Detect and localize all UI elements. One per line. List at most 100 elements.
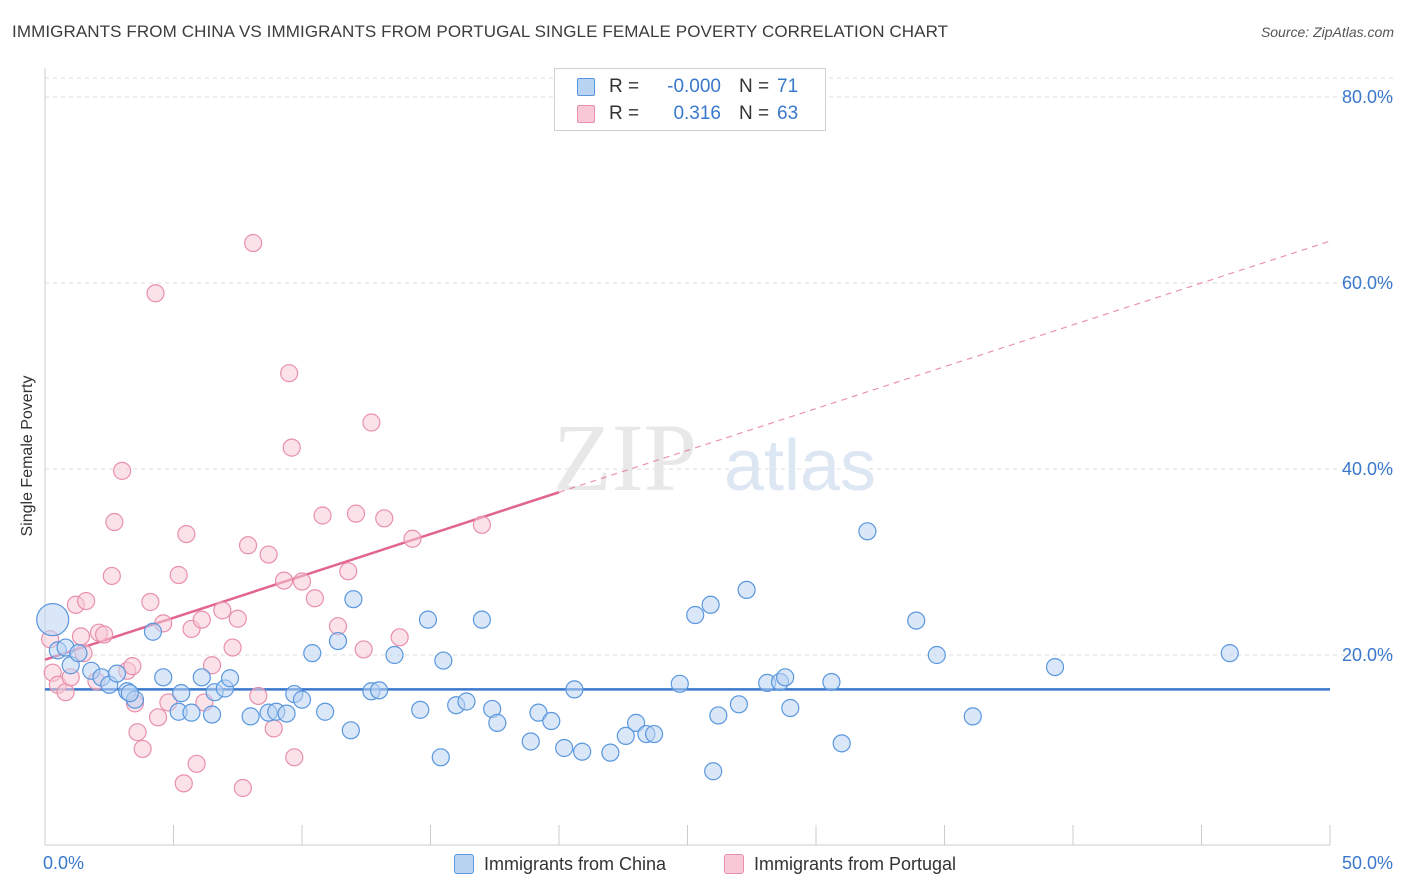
legend-n-value: 63 <box>777 103 799 124</box>
point-china <box>709 706 728 725</box>
point-china <box>120 684 139 703</box>
point-china <box>927 645 946 665</box>
point-portugal <box>346 504 366 523</box>
point-portugal <box>259 545 278 564</box>
point-china <box>822 672 841 692</box>
point-portugal <box>292 572 312 591</box>
bottom-legend-label-portugal: Immigrants from Portugal <box>754 853 957 874</box>
legend-row-portugal: R = 0.316 N = 63 <box>577 101 798 127</box>
point-china <box>704 762 723 781</box>
point-portugal <box>375 509 394 528</box>
point-china <box>521 732 540 751</box>
stats-legend: R = -0.000 N = 71 R = 0.316 N = 63 <box>554 68 826 131</box>
point-portugal <box>285 748 304 767</box>
point-china <box>1045 657 1065 677</box>
point-china <box>411 700 430 719</box>
bottom-legend-portugal: Immigrants from Portugal <box>724 852 956 876</box>
legend-n-label: N = <box>739 103 770 124</box>
point-china <box>220 669 240 688</box>
point-portugal <box>77 591 96 611</box>
legend-n-value: 71 <box>777 76 799 97</box>
point-china <box>457 692 476 711</box>
point-portugal <box>233 778 252 798</box>
point-portugal <box>133 739 152 759</box>
point-china <box>858 522 877 541</box>
point-china <box>686 605 705 625</box>
legend-row-china: R = -0.000 N = 71 <box>577 74 798 100</box>
point-portugal <box>280 364 299 383</box>
point-china <box>202 705 222 724</box>
point-china <box>573 742 592 761</box>
point-portugal <box>213 601 232 620</box>
point-china <box>776 668 795 687</box>
point-china <box>488 713 507 732</box>
grid-lines <box>45 77 1395 656</box>
point-portugal <box>228 609 247 628</box>
point-china <box>172 684 191 703</box>
point-china <box>370 681 389 700</box>
source-label: Source: ZipAtlas.com <box>1260 24 1394 40</box>
point-portugal <box>390 628 409 647</box>
point-china <box>418 610 438 629</box>
x-tick-label: 50.0% <box>1342 853 1393 873</box>
point-china <box>565 680 584 699</box>
point-portugal <box>146 284 165 303</box>
point-portugal <box>472 515 491 534</box>
bottom-legend-swatch-china <box>454 854 474 874</box>
point-china <box>529 703 548 722</box>
point-china <box>472 610 491 629</box>
point-portugal <box>223 638 242 657</box>
point-portugal <box>95 625 114 644</box>
point-china <box>143 622 163 641</box>
legend-swatch-portugal <box>577 105 595 123</box>
point-china <box>626 713 646 732</box>
point-portugal <box>305 589 324 608</box>
y-tick-label: 80.0% <box>1342 87 1393 107</box>
point-china <box>601 743 620 762</box>
chart-title: IMMIGRANTS FROM CHINA VS IMMIGRANTS FROM… <box>12 22 949 41</box>
point-portugal <box>148 708 168 727</box>
legend-r-value: 0.316 <box>673 103 721 124</box>
point-portugal <box>123 657 142 676</box>
y-tick-label: 20.0% <box>1342 645 1393 665</box>
point-china <box>182 703 201 722</box>
point-china <box>1220 644 1239 663</box>
point-portugal <box>249 686 268 706</box>
legend-r-label: R = <box>609 103 640 124</box>
point-china <box>670 674 689 693</box>
point-china <box>316 702 335 721</box>
bottom-legend-china: Immigrants from China <box>454 852 666 876</box>
point-portugal <box>102 566 121 586</box>
watermark-zip: ZIP <box>553 404 697 511</box>
axes <box>44 68 1331 846</box>
bottom-legend-label-china: Immigrants from China <box>484 853 667 874</box>
point-portugal <box>177 524 196 544</box>
point-portugal <box>282 438 301 457</box>
point-china <box>555 738 574 758</box>
point-china <box>303 644 322 663</box>
point-portugal <box>141 592 160 612</box>
point-china <box>907 611 926 630</box>
point-china <box>616 726 635 746</box>
legend-r-value: -0.000 <box>667 76 721 97</box>
point-china <box>36 603 70 637</box>
point-china <box>644 724 664 744</box>
point-china <box>69 644 88 663</box>
point-portugal <box>71 627 91 646</box>
point-portugal <box>202 656 222 675</box>
point-china <box>385 645 404 665</box>
x-tick-label: 0.0% <box>43 853 84 873</box>
y-tick-label: 40.0% <box>1342 459 1393 479</box>
point-china <box>344 590 363 609</box>
point-portugal <box>238 536 258 555</box>
tick-labels: 20.0% 40.0% 60.0% 80.0% 0.0% 50.0% <box>43 87 1393 873</box>
point-china <box>341 721 360 740</box>
watermark: ZIP atlas <box>553 404 876 511</box>
bottom-legend-swatch-portugal <box>724 854 744 874</box>
point-portugal <box>128 723 147 742</box>
point-portugal <box>112 461 132 480</box>
point-china <box>107 664 127 683</box>
point-portugal <box>192 610 211 629</box>
watermark-atlas: atlas <box>724 426 876 506</box>
